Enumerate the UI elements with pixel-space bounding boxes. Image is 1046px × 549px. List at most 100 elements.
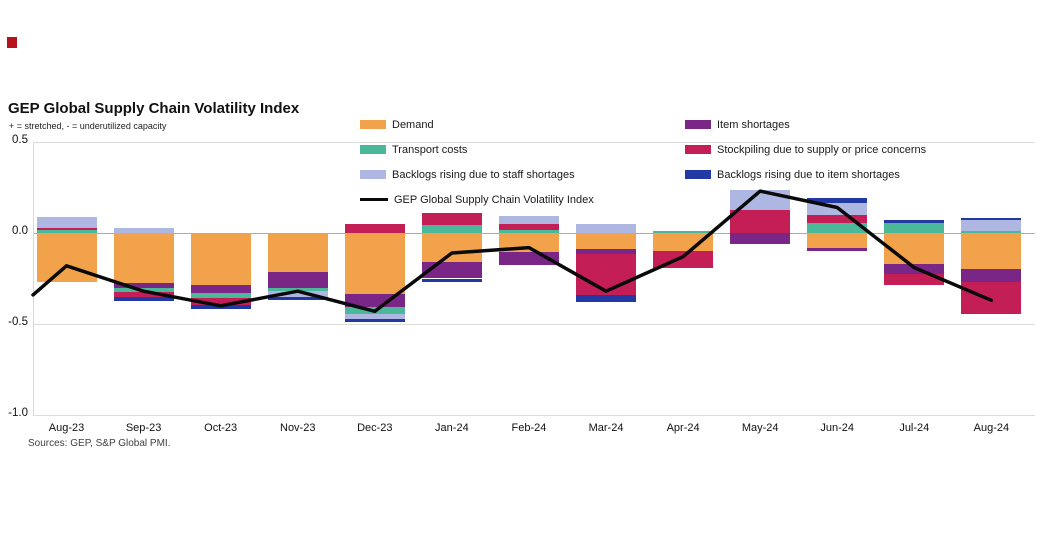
bar-segment <box>961 231 1022 233</box>
gridline <box>33 142 1035 143</box>
legend-right-column: Item shortages Stockpiling due to supply … <box>685 112 926 187</box>
x-tick-label: Sep-23 <box>125 422 162 434</box>
bar-segment <box>36 216 97 228</box>
legend-item: GEP Global Supply Chain Volatility Index <box>360 187 594 212</box>
bar-segment <box>344 313 405 319</box>
legend-label: Stockpiling due to supply or price conce… <box>717 143 927 156</box>
bar-segment <box>961 218 1022 221</box>
legend-swatch <box>360 145 386 154</box>
bar-segment <box>421 233 482 263</box>
x-tick-label: May-24 <box>741 422 779 434</box>
bar-segment <box>730 233 791 244</box>
bar-segment <box>190 297 251 305</box>
bar-segment <box>498 233 559 253</box>
x-tick-label: Feb-24 <box>511 422 547 434</box>
x-tick-label: Aug-23 <box>48 422 85 434</box>
legend-left-column: Demand Transport costs Backlogs rising due… <box>360 112 594 212</box>
legend-swatch <box>685 145 711 154</box>
legend-item: Stockpiling due to supply or price conce… <box>685 137 926 162</box>
bar-segment <box>730 190 791 211</box>
x-tick-label: Jan-24 <box>435 422 469 434</box>
bar-segment <box>653 251 714 268</box>
bar-segment <box>344 223 405 233</box>
bar-segment <box>36 233 97 283</box>
bar-segment <box>267 272 328 288</box>
bar-segment <box>421 212 482 225</box>
legend-swatch <box>360 170 386 179</box>
bar-segment <box>807 233 868 248</box>
x-tick-label: Jun-24 <box>820 422 855 434</box>
bar-segment <box>113 296 174 302</box>
x-tick-label: Dec-23 <box>357 422 393 434</box>
bar-segment <box>807 197 868 203</box>
bar-segment <box>36 227 97 231</box>
legend-line-swatch <box>360 198 388 201</box>
bar-segment <box>807 202 868 215</box>
legend-item: Backlogs rising due to item shortages <box>685 162 926 187</box>
red-mark <box>7 37 17 48</box>
bar-segment <box>344 293 405 307</box>
bar-segment <box>576 223 637 233</box>
bar-segment <box>190 284 251 294</box>
bar-segment <box>576 294 637 303</box>
x-tick-label: Aug-24 <box>973 422 1010 434</box>
bar-segment <box>190 233 251 285</box>
legend-swatch <box>360 120 386 129</box>
y-tick-label: 0.5 <box>12 134 28 146</box>
bar-segment <box>884 233 945 264</box>
bar-segment <box>190 304 251 310</box>
bar-segment <box>884 263 945 274</box>
bar-segment <box>267 296 328 301</box>
bar-segment <box>344 233 405 294</box>
legend-item: Backlogs rising due to staff shortages <box>360 162 594 187</box>
y-tick-label: -1.0 <box>8 407 28 419</box>
x-tick-label: Mar-24 <box>588 422 624 434</box>
bar-segment <box>113 233 174 284</box>
legend-label: GEP Global Supply Chain Volatility Index <box>394 193 594 206</box>
legend-item: Item shortages <box>685 112 926 137</box>
legend-swatch <box>685 170 711 179</box>
legend-label: Demand <box>392 118 434 131</box>
bar-segment <box>961 282 1022 314</box>
bar-segment <box>498 223 559 230</box>
bar-segment <box>36 230 97 233</box>
bar-segment <box>113 227 174 233</box>
bar-segment <box>576 233 637 250</box>
bar-segment <box>421 262 482 279</box>
chart-subtitle: + = stretched, - = underutilized capacit… <box>9 121 167 131</box>
legend-label: Item shortages <box>717 118 790 131</box>
bar-segment <box>498 252 559 265</box>
x-tick-label: Nov-23 <box>280 422 316 434</box>
bar-segment <box>961 269 1022 283</box>
bar-segment <box>421 224 482 233</box>
legend-item: Transport costs <box>360 137 594 162</box>
sources-note: Sources: GEP, S&P Global PMI. <box>28 438 171 449</box>
bar-segment <box>267 233 328 273</box>
bar-segment <box>498 215 559 224</box>
bar-segment <box>961 220 1022 232</box>
bar-segment <box>730 210 791 233</box>
gridline <box>33 415 1035 416</box>
bar-segment <box>961 233 1022 270</box>
bar-segment <box>884 220 945 223</box>
legend-label: Transport costs <box>392 143 468 156</box>
bar-segment <box>884 222 945 233</box>
x-tick-label: Oct-23 <box>204 422 238 434</box>
x-tick-label: Apr-24 <box>666 422 700 434</box>
bar-segment <box>421 278 482 283</box>
y-tick-label: -0.5 <box>8 316 28 328</box>
bar-segment <box>344 306 405 314</box>
gridline <box>33 324 1035 325</box>
bar-segment <box>344 318 405 323</box>
y-tick-label: 0.0 <box>12 225 28 237</box>
legend-swatch <box>685 120 711 129</box>
y-axis-line <box>33 142 34 415</box>
bar-segment <box>653 233 714 252</box>
legend-label: Backlogs rising due to staff shortages <box>392 168 575 181</box>
bar-segment <box>884 273 945 285</box>
bar-segment <box>807 247 868 252</box>
bar-segment <box>498 229 559 233</box>
legend-label: Backlogs rising due to item shortages <box>717 168 900 181</box>
